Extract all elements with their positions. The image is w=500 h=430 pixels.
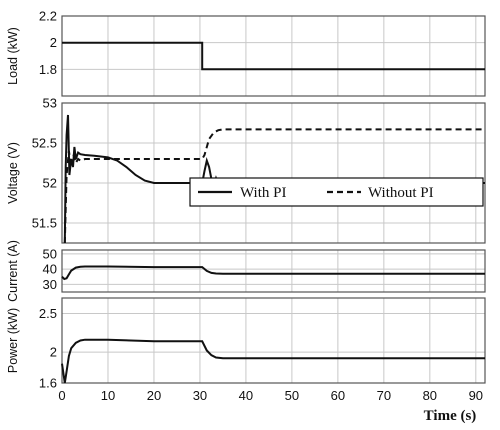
plot-frame <box>61 249 486 293</box>
y-tick-label: 51.5 <box>32 216 57 231</box>
x-tick-label: 30 <box>193 388 207 403</box>
y-tick-label: 1.8 <box>39 62 57 77</box>
x-tick-label: 20 <box>147 388 161 403</box>
plot-frame <box>61 297 486 384</box>
x-tick-label: 90 <box>469 388 483 403</box>
y-tick-label: 53 <box>43 96 57 111</box>
y-axis-label: Power (kW) <box>6 308 20 373</box>
y-tick-label: 52 <box>43 176 57 191</box>
y-tick-label: 2.2 <box>39 9 57 24</box>
legend-box <box>189 177 484 207</box>
y-tick-label: 40 <box>43 262 57 277</box>
series-line <box>61 338 485 384</box>
y-tick-label: 30 <box>43 277 57 292</box>
y-tick-label: 52.5 <box>32 136 57 151</box>
y-tick-label: 2 <box>50 345 57 360</box>
series-line <box>61 265 485 281</box>
x-tick-label: 50 <box>285 388 299 403</box>
y-tick-label: 50 <box>43 246 57 261</box>
plot-frame <box>61 15 486 97</box>
x-tick-label: 0 <box>58 388 65 403</box>
y-tick-label: 2.5 <box>39 306 57 321</box>
legend: With PI Without PI <box>189 177 484 207</box>
legend-label: Without PI <box>368 185 434 201</box>
x-axis-label: Time (s) <box>424 408 477 424</box>
series-line <box>62 41 485 71</box>
y-tick-label: 2 <box>50 35 57 50</box>
y-axis-label: Voltage (V) <box>6 142 20 204</box>
y-axis-label: Current (A) <box>6 240 20 302</box>
plot-frame <box>61 102 486 244</box>
without-pi-line <box>63 128 485 244</box>
panel-1: 53 52.5 52 51.5 Voltage (V) With PI Without PI <box>6 96 486 244</box>
y-tick-label: 1.6 <box>39 376 57 391</box>
legend-label: With PI <box>240 185 286 201</box>
x-tick-label: 40 <box>239 388 253 403</box>
x-tick-label: 70 <box>377 388 391 403</box>
x-tick-label: 80 <box>423 388 437 403</box>
panel-3: 2.5 2 1.6 Power (kW) 0 10 20 30 40 50 60 70 80 90 Time… <box>6 297 486 424</box>
y-axis-label: Load (kW) <box>6 27 20 85</box>
x-tick-label: 10 <box>101 388 115 403</box>
panel-0: 2.2 2 1.8 Load (kW) <box>6 9 486 97</box>
x-tick-label: 60 <box>331 388 345 403</box>
